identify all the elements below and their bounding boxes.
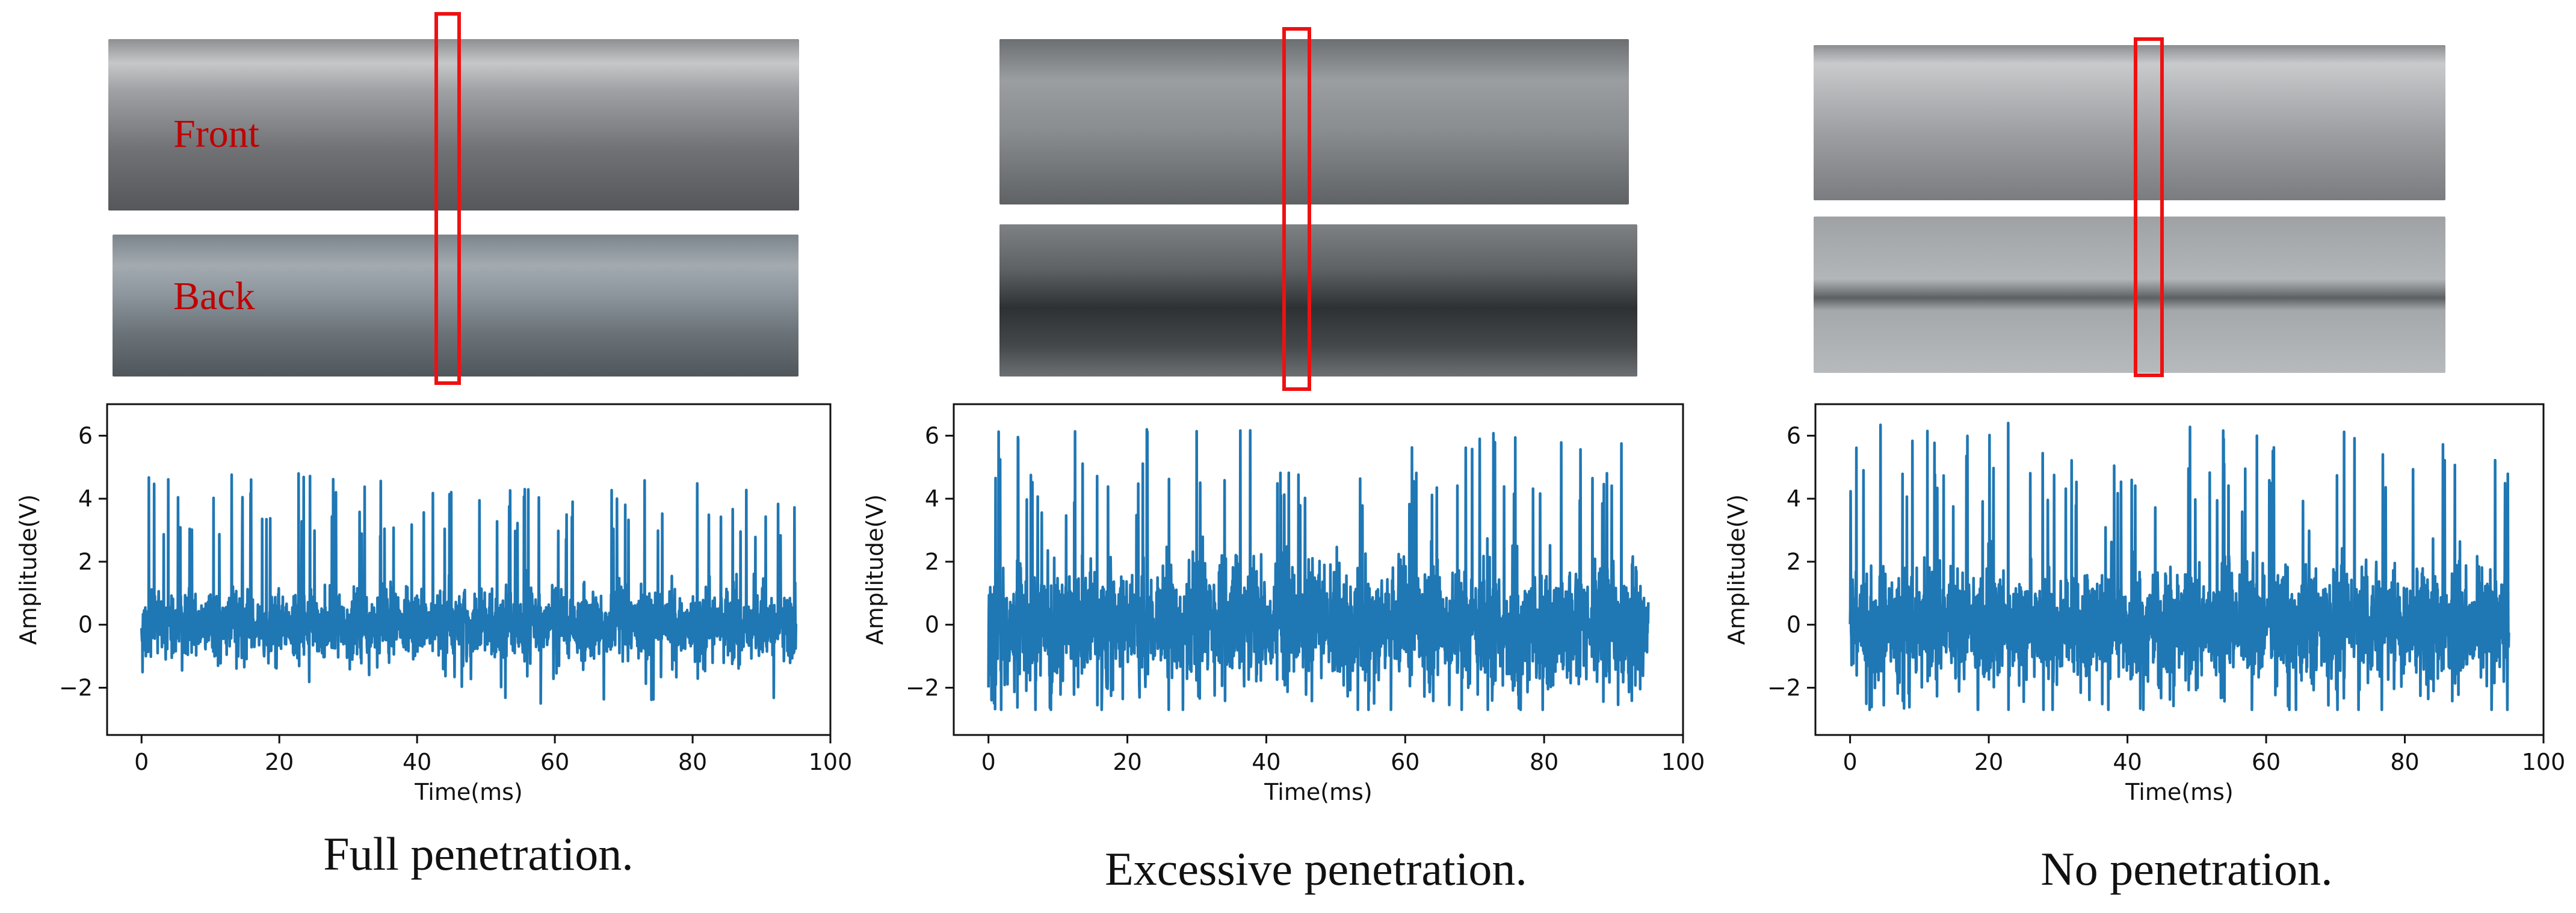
x-tick-label: 40 [2113, 749, 2142, 775]
weld-photo-back [113, 235, 798, 377]
y-tick-label: 4 [925, 485, 939, 512]
x-tick-label: 80 [2390, 749, 2419, 775]
y-axis-label: Amplitude(V) [1723, 494, 1750, 645]
series-line [987, 428, 1650, 712]
plot-frame [953, 403, 1684, 736]
amplitude-chart: 0 20 40 60 80 100 −2 0 2 4 6 Time(ms) Amplitude(V) [1723, 403, 2566, 805]
weld-photo-front [1814, 45, 2445, 200]
y-tick-label: −2 [59, 674, 93, 701]
y-tick-label: 6 [925, 422, 939, 449]
caption: No penetration. [2040, 843, 2333, 895]
caption: Full penetration. [323, 828, 634, 880]
x-axis-label: Time(ms) [2125, 779, 2233, 805]
y-tick-label: 0 [78, 612, 93, 638]
plot-frame [106, 403, 832, 736]
y-axis-label: Amplitude(V) [15, 494, 42, 645]
y-tick-label: 2 [1787, 549, 1801, 575]
y-axis-label: Amplitude(V) [862, 494, 888, 645]
x-tick-label: 100 [2522, 749, 2566, 775]
y-tick-label: 4 [1787, 485, 1801, 512]
amplitude-chart: 0 20 40 60 80 100 −2 0 2 4 6 Time(ms) Amplitude(V) [862, 403, 1705, 805]
y-tick-label: −2 [1767, 674, 1801, 701]
panel-excessive-penetration: 0 20 40 60 80 100 −2 0 2 4 6 Time(ms) Amplitude(V) E… [859, 0, 1717, 913]
x-tick-label: 60 [2252, 749, 2281, 775]
x-tick-label: 20 [1974, 749, 2003, 775]
selection-box [434, 12, 461, 385]
x-tick-label: 20 [265, 749, 294, 775]
y-tick-label: 6 [78, 422, 93, 449]
y-tick-label: 2 [925, 549, 939, 575]
y-tick-label: 2 [78, 549, 93, 575]
weld-photo-back [1814, 217, 2445, 373]
series-line [1849, 422, 2510, 712]
x-tick-label: 60 [1391, 749, 1419, 775]
selection-box [2134, 37, 2164, 377]
x-tick-label: 60 [540, 749, 569, 775]
selection-box [1282, 27, 1311, 391]
y-tick-label: 0 [1787, 612, 1801, 638]
panel-full-penetration: Front Back 0 20 40 60 80 100 −2 0 2 4 6 Time(ms) Amp… [0, 0, 859, 913]
x-tick-label: 20 [1113, 749, 1141, 775]
plot-frame [1814, 403, 2545, 736]
x-tick-label: 40 [1252, 749, 1280, 775]
x-tick-label: 80 [678, 749, 707, 775]
x-axis-label: Time(ms) [414, 779, 522, 805]
weld-photo-front [108, 39, 799, 211]
x-tick-label: 0 [134, 749, 149, 775]
x-tick-label: 0 [1843, 749, 1858, 775]
y-tick-label: 0 [925, 612, 939, 638]
y-tick-label: 6 [1787, 422, 1801, 449]
x-tick-label: 80 [1530, 749, 1558, 775]
weld-photo-back [999, 224, 1637, 377]
x-tick-label: 0 [981, 749, 996, 775]
weld-photo-front [999, 39, 1629, 204]
amplitude-chart: 0 20 40 60 80 100 −2 0 2 4 6 Time(ms) Amplitude(V) [15, 403, 853, 805]
y-tick-label: 4 [78, 485, 93, 512]
x-axis-label: Time(ms) [1264, 779, 1372, 805]
x-tick-label: 100 [1661, 749, 1705, 775]
series-line [140, 472, 798, 705]
caption: Excessive penetration. [1105, 843, 1527, 895]
x-tick-label: 40 [403, 749, 431, 775]
back-label: Back [173, 274, 255, 318]
x-tick-label: 100 [809, 749, 853, 775]
panel-no-penetration: 0 20 40 60 80 100 −2 0 2 4 6 Time(ms) Amplitude(V) N… [1717, 0, 2576, 913]
front-label: Front [173, 112, 260, 156]
y-tick-label: −2 [906, 674, 939, 701]
